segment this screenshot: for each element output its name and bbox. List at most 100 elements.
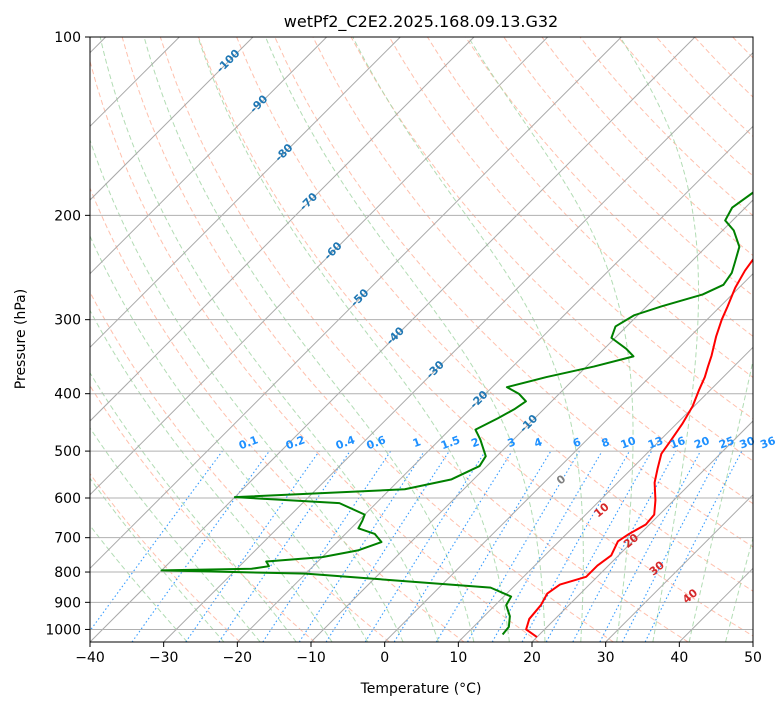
dry-adiabat bbox=[90, 384, 316, 642]
dry-adiabat bbox=[159, 37, 689, 642]
mixing-ratio-line bbox=[185, 450, 320, 642]
mixing-ratio-label: 1.5 bbox=[439, 433, 462, 452]
isotherm-line bbox=[531, 420, 753, 642]
x-tick-label: 40 bbox=[670, 650, 688, 666]
x-tick-label: −20 bbox=[223, 650, 253, 666]
isotherm-line bbox=[90, 37, 475, 422]
temperature-trace bbox=[525, 257, 753, 638]
sounding-traces bbox=[160, 191, 753, 638]
mixing-ratio-line bbox=[218, 450, 351, 642]
mixing-ratio-label: 6 bbox=[571, 435, 583, 450]
isotherm-line bbox=[457, 346, 753, 642]
mixing-ratio-label: 25 bbox=[717, 434, 736, 451]
y-tick-label: 500 bbox=[54, 444, 81, 460]
mixing-ratio-label: 0.2 bbox=[284, 433, 307, 452]
mixing-ratio-line bbox=[644, 450, 743, 642]
mixing-ratio-label: 3 bbox=[506, 435, 518, 450]
dry-adiabat bbox=[426, 37, 753, 378]
y-tick-label: 400 bbox=[54, 387, 81, 403]
isotherm-line bbox=[236, 125, 753, 642]
x-tick-label: 20 bbox=[523, 650, 541, 666]
y-tick-label: 800 bbox=[54, 565, 81, 581]
isotherm-line bbox=[90, 37, 328, 275]
mixing-ratio-line bbox=[545, 450, 653, 642]
mixing-ratio-label: 0.6 bbox=[365, 433, 388, 452]
moist-adiabat bbox=[352, 37, 584, 642]
mixing-ratio-label: 20 bbox=[693, 434, 712, 452]
y-axis-label: Pressure (hPa) bbox=[13, 289, 29, 389]
y-tick-label: 700 bbox=[54, 531, 81, 547]
isotherm-line bbox=[163, 51, 753, 642]
mixing-ratio-line bbox=[298, 450, 425, 642]
x-axis-label: Temperature (°C) bbox=[360, 681, 482, 697]
isotherm-line bbox=[90, 37, 254, 201]
mixing-ratio-line bbox=[521, 450, 630, 642]
x-tick-label: 10 bbox=[449, 650, 467, 666]
moist-adiabat bbox=[90, 309, 333, 642]
dry-adiabat bbox=[236, 37, 753, 592]
mixing-ratio-label: 0.1 bbox=[237, 433, 260, 452]
mixing-ratio-label: 30 bbox=[738, 434, 757, 452]
mixing-ratio-label: 4 bbox=[532, 435, 544, 450]
dry-adiabat bbox=[90, 59, 540, 642]
mixing-ratio-label: 8 bbox=[600, 435, 612, 450]
dry-adiabat bbox=[350, 37, 753, 462]
dry-adiabat bbox=[90, 472, 241, 642]
plot-frame bbox=[89, 36, 754, 643]
x-axis-ticks: −40 −30 −20 −10 0 10 20 30 40 50 bbox=[75, 642, 762, 666]
dry-adiabat bbox=[198, 37, 753, 637]
mixing-ratio-label: 16 bbox=[668, 434, 687, 452]
mixing-ratio-label: 0.4 bbox=[334, 433, 357, 452]
background-lines bbox=[90, 37, 753, 642]
isotherm-line bbox=[90, 37, 622, 570]
chart-title: wetPf2_C2E2.2025.168.09.13.G32 bbox=[284, 12, 558, 32]
moist-adiabat bbox=[99, 37, 439, 642]
moist-adiabat bbox=[90, 138, 404, 642]
isotherm-line bbox=[90, 37, 401, 349]
y-tick-label: 200 bbox=[54, 208, 81, 224]
isotherm-line bbox=[90, 37, 549, 496]
x-tick-label: −40 bbox=[75, 650, 105, 666]
x-tick-label: −10 bbox=[296, 650, 326, 666]
y-tick-label: 300 bbox=[54, 313, 81, 329]
dry-adiabat bbox=[274, 37, 753, 548]
mixing-ratio-line bbox=[90, 450, 223, 632]
moist-adiabat bbox=[143, 37, 475, 642]
moist-adiabat bbox=[619, 37, 700, 642]
moist-adiabat bbox=[197, 37, 510, 642]
moist-adiabat bbox=[90, 371, 297, 642]
mixing-ratio-line bbox=[393, 450, 513, 642]
moist-adiabat bbox=[725, 536, 753, 642]
y-tick-label: 1000 bbox=[45, 622, 81, 638]
x-tick-label: 0 bbox=[380, 650, 389, 666]
moist-adiabat bbox=[90, 477, 225, 642]
dry-adiabat bbox=[90, 186, 465, 642]
moist-adiabat bbox=[90, 427, 261, 642]
mixing-ratio-label: 13 bbox=[646, 434, 665, 451]
y-tick-label: 100 bbox=[54, 30, 81, 46]
mixing-ratio-label: 1 bbox=[411, 435, 423, 450]
isotherm-line bbox=[605, 493, 753, 642]
mixing-ratio-label: 36 bbox=[759, 434, 775, 452]
x-tick-label: 30 bbox=[597, 650, 615, 666]
x-tick-label: −30 bbox=[149, 650, 179, 666]
x-tick-label: 50 bbox=[744, 650, 762, 666]
y-tick-label: 900 bbox=[54, 595, 81, 611]
mixing-ratio-label: 10 bbox=[619, 434, 638, 452]
mixing-ratio-line bbox=[131, 450, 270, 642]
moist-adiabat bbox=[688, 358, 753, 642]
y-axis-ticks: 100 200 300 400 500 600 700 800 900 1000 bbox=[45, 30, 90, 638]
isotherm-line bbox=[384, 272, 753, 642]
moist-adiabat bbox=[90, 234, 369, 642]
dry-adiabat bbox=[90, 291, 390, 642]
y-tick-label: 600 bbox=[54, 491, 81, 507]
isotherm-line bbox=[90, 37, 696, 642]
mixing-ratio-label: 2 bbox=[470, 435, 482, 450]
mixing-ratio-line bbox=[572, 450, 677, 642]
dry-adiabat bbox=[503, 37, 753, 297]
mixing-ratio-line bbox=[325, 450, 450, 642]
mixing-ratio-line bbox=[262, 450, 392, 642]
dewpoint-trace bbox=[160, 191, 753, 636]
